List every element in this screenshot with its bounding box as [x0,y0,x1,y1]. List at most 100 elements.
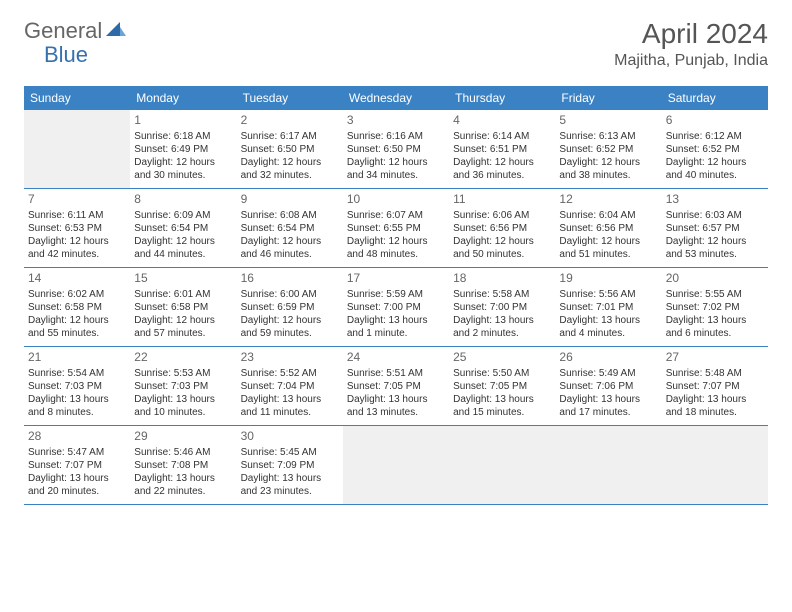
day-cell-empty [449,426,555,504]
day-info-line: Sunrise: 5:45 AM [241,446,339,459]
day-info-line: Sunset: 7:00 PM [453,301,551,314]
day-header-row: SundayMondayTuesdayWednesdayThursdayFrid… [24,86,768,110]
day-info-line: Sunrise: 6:00 AM [241,288,339,301]
day-info-line: and 42 minutes. [28,248,126,261]
day-number: 17 [347,271,445,287]
day-cell: 7Sunrise: 6:11 AMSunset: 6:53 PMDaylight… [24,189,130,267]
day-cell: 25Sunrise: 5:50 AMSunset: 7:05 PMDayligh… [449,347,555,425]
day-info-line: and 44 minutes. [134,248,232,261]
day-number: 13 [666,192,764,208]
day-info-line: Sunset: 6:57 PM [666,222,764,235]
day-info-line: and 48 minutes. [347,248,445,261]
day-info-line: Daylight: 13 hours [559,393,657,406]
day-info-line: Daylight: 12 hours [453,156,551,169]
day-info-line: Daylight: 12 hours [241,314,339,327]
day-info-line: Sunrise: 6:09 AM [134,209,232,222]
day-header: Monday [130,86,236,110]
day-info-line: Sunrise: 5:51 AM [347,367,445,380]
day-info-line: Sunset: 6:59 PM [241,301,339,314]
day-cell: 20Sunrise: 5:55 AMSunset: 7:02 PMDayligh… [662,268,768,346]
day-cell: 28Sunrise: 5:47 AMSunset: 7:07 PMDayligh… [24,426,130,504]
day-info-line: Sunset: 6:50 PM [241,143,339,156]
day-cell: 8Sunrise: 6:09 AMSunset: 6:54 PMDaylight… [130,189,236,267]
day-cell-empty [662,426,768,504]
day-info-line: Daylight: 12 hours [134,156,232,169]
week-row: 28Sunrise: 5:47 AMSunset: 7:07 PMDayligh… [24,426,768,505]
day-info-line: and 50 minutes. [453,248,551,261]
logo: General [24,18,130,44]
day-number: 20 [666,271,764,287]
day-info-line: and 46 minutes. [241,248,339,261]
day-cell: 26Sunrise: 5:49 AMSunset: 7:06 PMDayligh… [555,347,661,425]
day-cell: 2Sunrise: 6:17 AMSunset: 6:50 PMDaylight… [237,110,343,188]
day-info-line: Sunset: 7:03 PM [134,380,232,393]
week-row: 21Sunrise: 5:54 AMSunset: 7:03 PMDayligh… [24,347,768,426]
logo-triangle-icon [106,20,126,43]
day-info-line: Sunset: 6:58 PM [134,301,232,314]
day-info-line: Sunrise: 6:13 AM [559,130,657,143]
day-info-line: Daylight: 13 hours [134,393,232,406]
day-number: 23 [241,350,339,366]
day-cell: 22Sunrise: 5:53 AMSunset: 7:03 PMDayligh… [130,347,236,425]
day-info-line: and 22 minutes. [134,485,232,498]
day-number: 15 [134,271,232,287]
day-info-line: Sunrise: 5:47 AM [28,446,126,459]
day-number: 11 [453,192,551,208]
day-number: 29 [134,429,232,445]
day-info-line: Daylight: 12 hours [241,156,339,169]
day-cell: 19Sunrise: 5:56 AMSunset: 7:01 PMDayligh… [555,268,661,346]
day-info-line: Sunrise: 6:17 AM [241,130,339,143]
day-cell: 15Sunrise: 6:01 AMSunset: 6:58 PMDayligh… [130,268,236,346]
day-info-line: Sunset: 6:56 PM [453,222,551,235]
calendar: SundayMondayTuesdayWednesdayThursdayFrid… [24,86,768,505]
day-info-line: and 55 minutes. [28,327,126,340]
day-info-line: Sunset: 6:53 PM [28,222,126,235]
day-number: 22 [134,350,232,366]
day-number: 18 [453,271,551,287]
day-cell-empty [24,110,130,188]
day-cell: 21Sunrise: 5:54 AMSunset: 7:03 PMDayligh… [24,347,130,425]
day-info-line: Daylight: 13 hours [241,472,339,485]
day-header: Friday [555,86,661,110]
day-number: 25 [453,350,551,366]
day-info-line: Daylight: 13 hours [347,314,445,327]
day-info-line: and 13 minutes. [347,406,445,419]
day-info-line: Daylight: 13 hours [134,472,232,485]
day-info-line: Daylight: 13 hours [241,393,339,406]
week-row: 1Sunrise: 6:18 AMSunset: 6:49 PMDaylight… [24,110,768,189]
day-info-line: Sunset: 7:08 PM [134,459,232,472]
day-number: 30 [241,429,339,445]
day-info-line: Sunrise: 5:56 AM [559,288,657,301]
day-info-line: Daylight: 12 hours [134,235,232,248]
day-info-line: Sunset: 7:02 PM [666,301,764,314]
day-cell: 6Sunrise: 6:12 AMSunset: 6:52 PMDaylight… [662,110,768,188]
day-number: 9 [241,192,339,208]
day-number: 19 [559,271,657,287]
day-info-line: Sunrise: 5:48 AM [666,367,764,380]
day-info-line: Sunset: 7:05 PM [347,380,445,393]
day-info-line: Sunset: 6:51 PM [453,143,551,156]
day-number: 4 [453,113,551,129]
day-info-line: Sunset: 6:58 PM [28,301,126,314]
day-info-line: Sunrise: 6:18 AM [134,130,232,143]
day-info-line: and 40 minutes. [666,169,764,182]
day-info-line: and 23 minutes. [241,485,339,498]
day-info-line: Sunrise: 6:04 AM [559,209,657,222]
day-info-line: Sunset: 6:55 PM [347,222,445,235]
day-header: Thursday [449,86,555,110]
day-info-line: Sunset: 6:54 PM [241,222,339,235]
day-cell: 27Sunrise: 5:48 AMSunset: 7:07 PMDayligh… [662,347,768,425]
day-number: 24 [347,350,445,366]
day-header: Saturday [662,86,768,110]
day-info-line: and 8 minutes. [28,406,126,419]
day-header: Wednesday [343,86,449,110]
day-info-line: and 18 minutes. [666,406,764,419]
day-info-line: Daylight: 12 hours [347,235,445,248]
day-info-line: Sunset: 7:00 PM [347,301,445,314]
day-info-line: Daylight: 12 hours [666,235,764,248]
location: Majitha, Punjab, India [614,52,768,70]
day-cell: 13Sunrise: 6:03 AMSunset: 6:57 PMDayligh… [662,189,768,267]
day-info-line: Sunset: 7:06 PM [559,380,657,393]
day-info-line: and 10 minutes. [134,406,232,419]
day-number: 6 [666,113,764,129]
